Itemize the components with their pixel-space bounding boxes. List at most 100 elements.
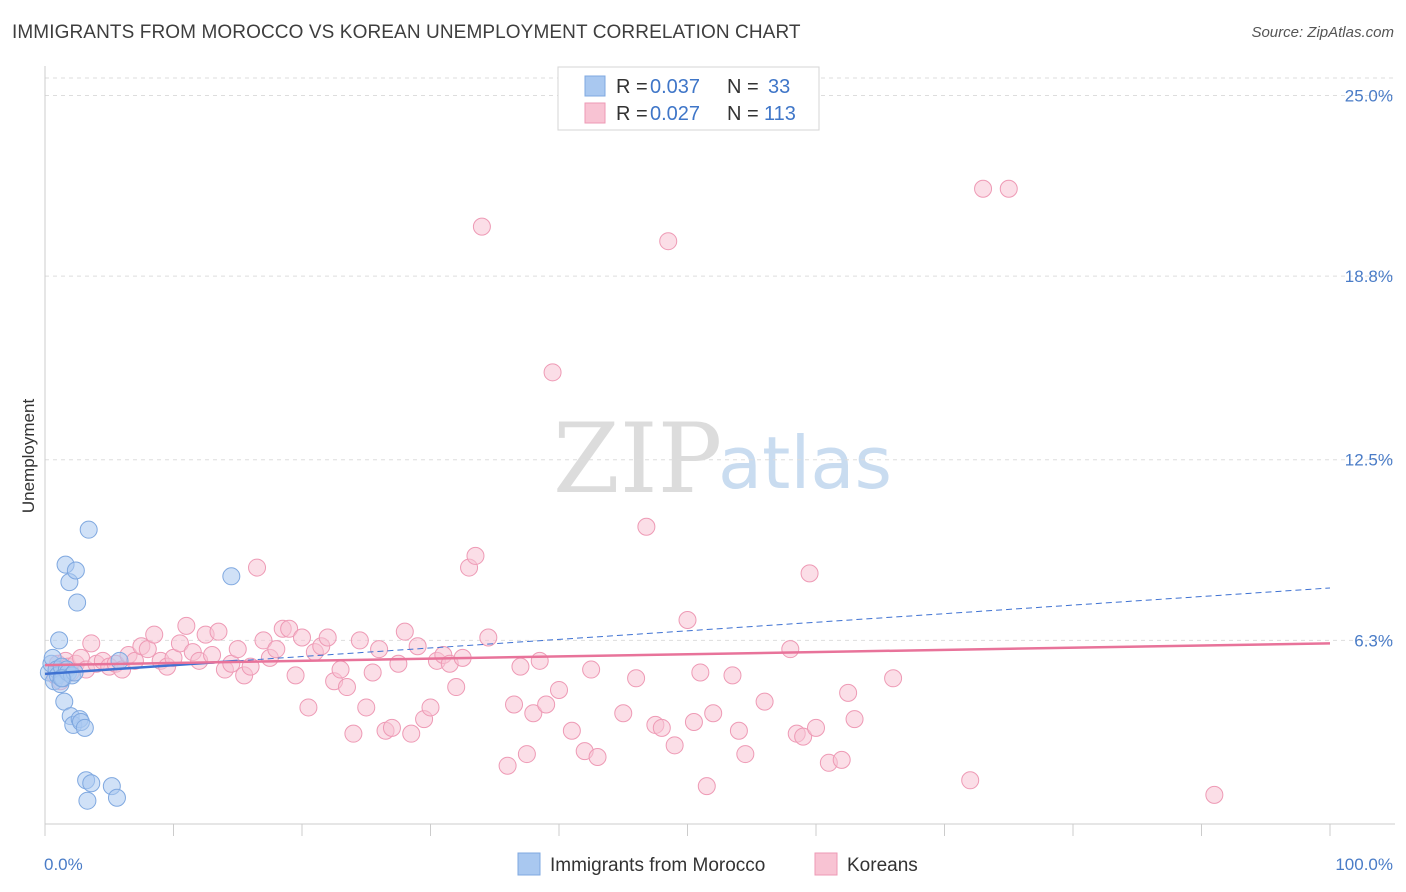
korean-point xyxy=(582,660,601,679)
korean-point xyxy=(280,619,299,638)
morocco-point xyxy=(50,631,69,650)
source-label: Source: ZipAtlas.com xyxy=(1251,24,1394,41)
korean-point xyxy=(832,750,851,769)
korean-point xyxy=(800,564,819,583)
korean-point xyxy=(588,747,607,766)
korean-point xyxy=(357,698,376,717)
korean-point xyxy=(524,704,543,723)
korean-point xyxy=(845,710,864,729)
bottom-legend-swatch-koreans xyxy=(814,852,838,876)
korean-point xyxy=(408,637,427,656)
morocco-point xyxy=(75,718,94,737)
korean-point xyxy=(337,678,356,697)
legend-r-value: 0.027 xyxy=(650,103,700,125)
y-tick-label: 18.8% xyxy=(1345,267,1393,286)
korean-point xyxy=(839,683,858,702)
korean-point xyxy=(370,640,389,659)
watermark-atlas: atlas xyxy=(718,421,892,505)
korean-point xyxy=(999,179,1018,198)
legend-r-label: R = xyxy=(616,76,648,98)
trend-lines xyxy=(44,587,1331,676)
morocco-trend-extension xyxy=(237,587,1331,662)
korean-point xyxy=(350,631,369,650)
bottom-legend: Immigrants from Morocco Koreans xyxy=(517,852,918,876)
korean-point xyxy=(177,616,196,635)
korean-point xyxy=(395,622,414,641)
korean-point xyxy=(389,654,408,673)
axes xyxy=(44,66,1395,836)
legend-n-label: N = xyxy=(727,103,759,125)
korean-point xyxy=(209,622,228,641)
gridlines xyxy=(45,77,1395,641)
top-legend: R = 0.037 N = 33 R = 0.027 N = 113 xyxy=(557,66,820,131)
legend-n-label: N = xyxy=(727,76,759,98)
korean-point xyxy=(344,724,363,743)
korean-point xyxy=(659,232,678,251)
y-tick-label: 6.3% xyxy=(1354,631,1393,650)
korean-point xyxy=(637,517,656,536)
legend-swatch-morocco xyxy=(584,75,606,97)
morocco-point xyxy=(110,651,129,670)
korean-point xyxy=(331,660,350,679)
korean-point xyxy=(318,628,337,647)
korean-point xyxy=(678,611,697,630)
y-tick-labels: 6.3% 12.5% 18.8% 25.0% xyxy=(1345,86,1393,650)
morocco-point xyxy=(222,567,241,586)
x-tick-label-min: 0.0% xyxy=(44,855,83,874)
korean-point xyxy=(248,558,267,577)
korean-point xyxy=(170,634,189,653)
korean-point xyxy=(884,669,903,688)
korean-point xyxy=(505,695,524,714)
morocco-point xyxy=(78,791,97,810)
x-tick-label-max: 100.0% xyxy=(1335,855,1393,874)
korean-point xyxy=(511,657,530,676)
bottom-legend-swatch-morocco xyxy=(517,852,541,876)
korean-point xyxy=(665,736,684,755)
legend-r-value: 0.037 xyxy=(650,76,700,98)
korean-point xyxy=(145,625,164,644)
korean-point xyxy=(807,718,825,737)
korean-point xyxy=(402,724,421,743)
watermark-zip: ZIP xyxy=(553,403,722,515)
korean-point xyxy=(517,745,536,764)
korean-point xyxy=(781,640,800,659)
korean-point xyxy=(472,217,491,236)
korean-trend-line xyxy=(44,642,1331,667)
korean-point xyxy=(729,721,748,740)
korean-point xyxy=(550,680,568,699)
korean-point xyxy=(704,704,723,723)
morocco-point xyxy=(107,788,126,807)
korean-point xyxy=(382,718,401,737)
korean-point xyxy=(736,745,755,764)
morocco-point xyxy=(68,593,87,612)
korean-point xyxy=(684,713,703,732)
legend-swatch-koreans xyxy=(584,102,606,124)
korean-point xyxy=(614,704,633,723)
korean-point xyxy=(652,718,671,737)
x-tick-labels: 0.0% 100.0% xyxy=(44,855,1393,874)
korean-point xyxy=(961,771,980,790)
korean-point xyxy=(974,179,993,198)
korean-point xyxy=(530,651,549,670)
bottom-legend-label-morocco: Immigrants from Morocco xyxy=(550,855,765,876)
korean-point xyxy=(421,698,440,717)
legend-r-label: R = xyxy=(616,103,648,125)
korean-point xyxy=(228,640,247,659)
korean-point xyxy=(293,628,311,647)
korean-point xyxy=(254,631,273,650)
korean-point xyxy=(363,663,382,682)
korean-point xyxy=(286,666,305,685)
korean-point xyxy=(723,666,742,685)
morocco-point xyxy=(82,774,101,793)
korean-point xyxy=(498,756,517,775)
morocco-point xyxy=(79,520,98,539)
y-tick-label: 25.0% xyxy=(1345,86,1393,105)
korean-point xyxy=(627,669,646,688)
korean-point xyxy=(479,628,498,647)
korean-point xyxy=(1205,785,1224,804)
korean-point xyxy=(447,678,466,697)
data-points xyxy=(39,179,1224,810)
y-tick-label: 12.5% xyxy=(1345,451,1393,470)
legend-n-value: 113 xyxy=(764,103,796,125)
